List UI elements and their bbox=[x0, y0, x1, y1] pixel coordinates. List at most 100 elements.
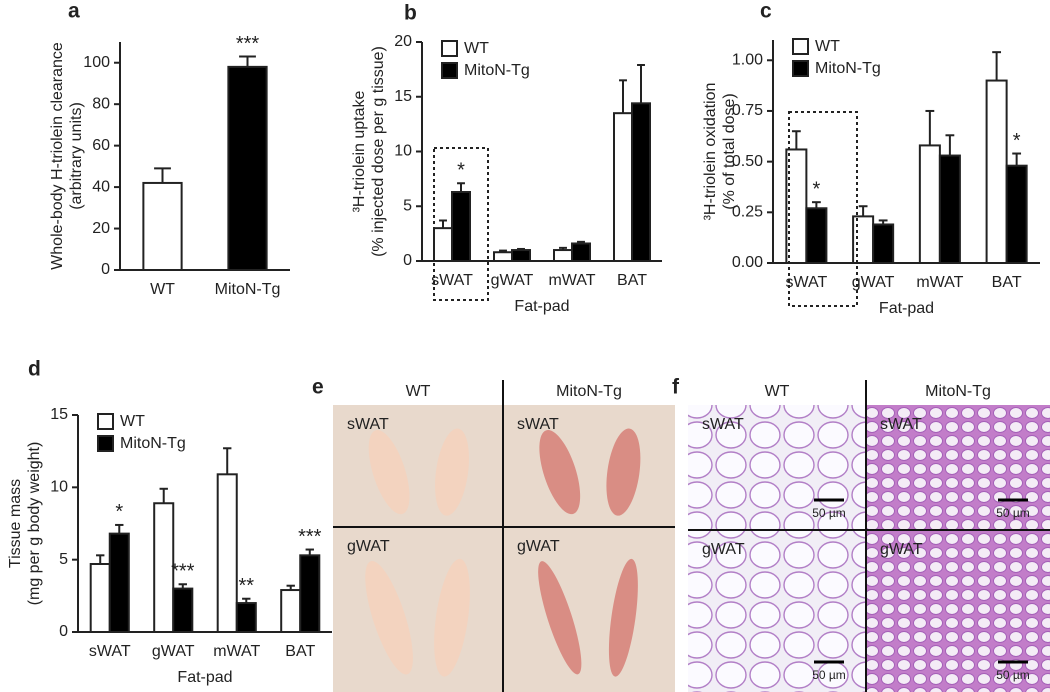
tile-label: sWAT bbox=[880, 416, 922, 433]
panel-letter: b bbox=[404, 2, 417, 25]
column-header: MitoN-Tg bbox=[556, 383, 622, 400]
panel-letter: a bbox=[68, 0, 80, 23]
y-axis-label: (arbitrary units) bbox=[68, 102, 85, 210]
tile-label: gWAT bbox=[347, 538, 390, 555]
y-tick-label: 15 bbox=[394, 88, 412, 105]
tissue bbox=[435, 428, 469, 516]
x-tick-label: BAT bbox=[285, 643, 315, 660]
tile-label: gWAT bbox=[702, 541, 745, 558]
y-tick-label: 40 bbox=[92, 178, 110, 195]
tissue bbox=[368, 430, 410, 515]
y-tick-label: 10 bbox=[394, 143, 412, 160]
bar bbox=[493, 251, 513, 263]
x-tick-label: sWAT bbox=[785, 274, 827, 291]
y-tick-label: 0.25 bbox=[732, 204, 763, 221]
y-tick-label: 80 bbox=[92, 95, 110, 112]
panel-letter: f bbox=[672, 376, 680, 399]
bar bbox=[918, 144, 941, 264]
bar bbox=[553, 249, 573, 263]
bar bbox=[153, 502, 175, 633]
bar bbox=[172, 587, 194, 633]
tile-label: sWAT bbox=[347, 416, 389, 433]
bar bbox=[299, 554, 321, 633]
x-tick-label: mWAT bbox=[916, 274, 963, 291]
x-tick-label: mWAT bbox=[548, 272, 595, 289]
bar bbox=[631, 102, 651, 262]
legend-label: WT bbox=[464, 40, 489, 57]
significance: *** bbox=[236, 33, 260, 55]
y-tick-label: 5 bbox=[59, 551, 68, 568]
y-axis-label: Whole-body H-triolein clearance bbox=[49, 42, 66, 270]
legend-swatch bbox=[441, 62, 458, 79]
bar bbox=[872, 223, 895, 264]
legend-label: MitoN-Tg bbox=[464, 62, 530, 79]
bar bbox=[511, 249, 531, 263]
scale-label: 50 µm bbox=[996, 668, 1030, 682]
bar bbox=[280, 589, 302, 634]
bar bbox=[227, 65, 268, 271]
y-axis-label: ³H-triolein oxidation bbox=[702, 83, 719, 221]
x-tick-label: gWAT bbox=[152, 643, 195, 660]
bar bbox=[216, 473, 238, 633]
significance: * bbox=[812, 178, 820, 200]
tile-label: sWAT bbox=[517, 416, 559, 433]
scale-label: 50 µm bbox=[812, 506, 846, 520]
image-tile bbox=[866, 405, 1050, 530]
y-axis-label: ³H-triolein uptake bbox=[351, 90, 368, 212]
x-tick-label: gWAT bbox=[852, 274, 895, 291]
scale-label: 50 µm bbox=[812, 668, 846, 682]
bar bbox=[451, 191, 471, 262]
tile-label: gWAT bbox=[880, 541, 923, 558]
panel-letter: c bbox=[760, 0, 772, 23]
legend-label: MitoN-Tg bbox=[815, 60, 881, 77]
image-tile bbox=[333, 527, 503, 692]
image-tile bbox=[503, 527, 675, 692]
x-tick-label: sWAT bbox=[89, 643, 131, 660]
bar bbox=[938, 154, 961, 265]
y-tick-label: 1.00 bbox=[732, 51, 763, 68]
x-axis-label: Fat-pad bbox=[879, 300, 934, 317]
y-tick-label: 0.75 bbox=[732, 102, 763, 119]
column-header: WT bbox=[765, 383, 790, 400]
x-axis-label: Fat-pad bbox=[514, 298, 569, 315]
bar bbox=[142, 181, 183, 271]
tissue bbox=[538, 561, 582, 675]
x-tick-label: WT bbox=[150, 281, 175, 298]
y-tick-label: 20 bbox=[92, 220, 110, 237]
tissue bbox=[365, 561, 413, 675]
image-tile bbox=[688, 405, 866, 530]
x-tick-label: mWAT bbox=[213, 643, 260, 660]
x-tick-label: BAT bbox=[992, 274, 1022, 291]
legend-label: MitoN-Tg bbox=[120, 435, 186, 452]
y-tick-label: 15 bbox=[50, 406, 68, 423]
significance: *** bbox=[298, 526, 322, 548]
image-tile bbox=[503, 405, 675, 527]
tissue bbox=[434, 558, 470, 677]
bar bbox=[785, 148, 808, 265]
bar bbox=[108, 532, 130, 633]
significance: ** bbox=[238, 575, 254, 597]
highlight-box bbox=[433, 147, 489, 301]
bar bbox=[1005, 164, 1028, 264]
tile-label: sWAT bbox=[702, 416, 744, 433]
y-tick-label: 60 bbox=[92, 137, 110, 154]
y-axis-label: (mg per g body weight) bbox=[26, 442, 43, 606]
tile-label: gWAT bbox=[517, 538, 560, 555]
x-tick-label: sWAT bbox=[431, 272, 473, 289]
legend-swatch bbox=[97, 435, 114, 452]
image-tile bbox=[866, 530, 1050, 692]
y-tick-label: 0 bbox=[403, 252, 412, 269]
y-tick-label: 10 bbox=[50, 479, 68, 496]
significance: *** bbox=[171, 561, 195, 583]
significance: * bbox=[115, 501, 123, 523]
legend-label: WT bbox=[815, 38, 840, 55]
highlight-box bbox=[788, 111, 858, 307]
column-header: MitoN-Tg bbox=[925, 383, 991, 400]
bar bbox=[571, 242, 591, 262]
image-tile bbox=[688, 530, 866, 692]
significance: * bbox=[1013, 130, 1021, 152]
bar bbox=[805, 207, 828, 265]
x-tick-label: BAT bbox=[617, 272, 647, 289]
y-tick-label: 100 bbox=[83, 54, 110, 71]
